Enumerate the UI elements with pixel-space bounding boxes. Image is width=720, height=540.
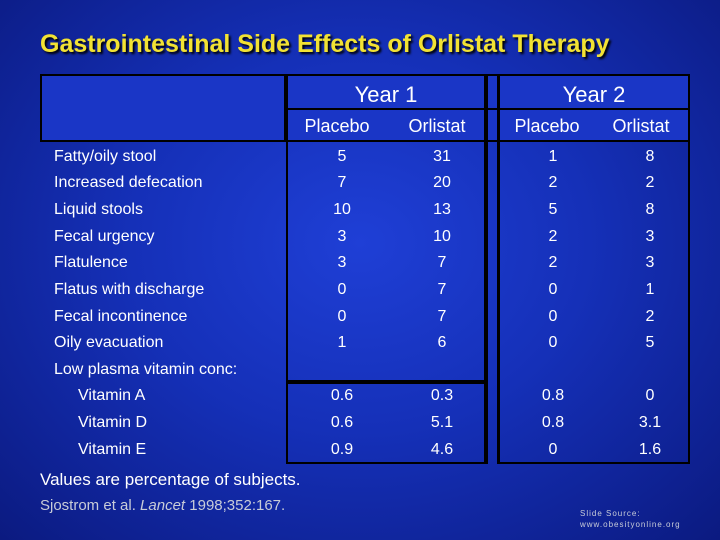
cell: 0	[337, 281, 347, 298]
cell: 2	[548, 228, 558, 245]
cell: 0	[645, 387, 655, 404]
cell: 5	[645, 334, 655, 351]
cell: 0	[548, 281, 558, 298]
cell: 3.1	[638, 414, 662, 431]
col-header-y1-orlistat: Orlistat	[408, 116, 466, 136]
cell: 0.8	[541, 387, 565, 404]
row-label-vitamin-d: Vitamin D	[78, 414, 148, 431]
citation-details: 1998;352:167.	[189, 497, 286, 514]
row-label-fatty-oily-stool: Fatty/oily stool	[54, 148, 157, 165]
cell: 7	[437, 281, 447, 298]
row-label-low-plasma-vitamin: Low plasma vitamin conc:	[54, 361, 238, 378]
col-header-y1-placebo: Placebo	[304, 116, 370, 136]
row-label-vitamin-a: Vitamin A	[78, 387, 146, 404]
cell: 8	[645, 201, 655, 218]
header-empty-box	[40, 74, 286, 142]
cell: 13	[433, 201, 451, 218]
row-label-liquid-stools: Liquid stools	[54, 201, 143, 218]
cell: 1	[337, 334, 347, 351]
cell: 0	[548, 334, 558, 351]
cell: 3	[337, 228, 347, 245]
cell: 6	[437, 334, 447, 351]
cell: 0.6	[330, 414, 354, 431]
cell: 2	[645, 174, 655, 191]
cell: 4.6	[430, 441, 454, 458]
slide-source-label: Slide Source:	[580, 509, 641, 518]
cell: 8	[645, 148, 655, 165]
cell: 1	[645, 281, 655, 298]
slide-title: Gastrointestinal Side Effects of Orlista…	[40, 30, 610, 58]
row-label-increased-defecation: Increased defecation	[54, 174, 203, 191]
cell: 5	[337, 148, 347, 165]
cell: 0.6	[330, 387, 354, 404]
cell: 3	[645, 228, 655, 245]
cell: 7	[437, 254, 447, 271]
citation: Sjostrom et al. Lancet 1998;352:167.	[40, 497, 285, 514]
year-divider-right	[497, 74, 499, 464]
cell: 0.8	[541, 414, 565, 431]
cell: 5.1	[430, 414, 454, 431]
slide-source: Slide Source: www.obesityonline.org	[580, 508, 681, 530]
year-divider-left	[486, 74, 488, 464]
citation-journal: Lancet	[140, 497, 186, 514]
cell: 0.9	[330, 441, 354, 458]
cell: 31	[433, 148, 451, 165]
cell: 3	[337, 254, 347, 271]
row-label-fecal-incontinence: Fecal incontinence	[54, 308, 188, 325]
row-label-oily-evacuation: Oily evacuation	[54, 334, 164, 351]
citation-authors: Sjostrom et al.	[40, 497, 136, 514]
cell: 0	[548, 441, 558, 458]
year2-header: Year 2	[562, 82, 626, 107]
cell: 2	[548, 254, 558, 271]
row-label-flatulence: Flatulence	[54, 254, 128, 271]
year1-column-box	[286, 74, 486, 382]
cell: 10	[333, 201, 351, 218]
header-bottom-rule	[40, 140, 690, 142]
cell: 3	[645, 254, 655, 271]
year-header-rule	[286, 108, 690, 110]
cell: 10	[433, 228, 451, 245]
cell: 0	[548, 308, 558, 325]
cell: 0	[337, 308, 347, 325]
cell: 7	[437, 308, 447, 325]
cell: 2	[548, 174, 558, 191]
cell: 5	[548, 201, 558, 218]
cell: 0.3	[430, 387, 454, 404]
year2-column-box	[498, 74, 690, 464]
slide-source-url: www.obesityonline.org	[580, 520, 681, 529]
row-label-fecal-urgency: Fecal urgency	[54, 228, 155, 245]
row-label-vitamin-e: Vitamin E	[78, 441, 147, 458]
cell: 1	[548, 148, 558, 165]
row-label-flatus-with-discharge: Flatus with discharge	[54, 281, 205, 298]
cell: 1.6	[638, 441, 662, 458]
cell: 20	[433, 174, 451, 191]
table-note: Values are percentage of subjects.	[40, 470, 301, 489]
col-header-y2-placebo: Placebo	[514, 116, 580, 136]
year1-vitamin-box	[286, 382, 486, 464]
cell: 2	[645, 308, 655, 325]
cell: 7	[337, 174, 347, 191]
col-header-y2-orlistat: Orlistat	[612, 116, 670, 136]
year1-header: Year 1	[354, 82, 418, 107]
